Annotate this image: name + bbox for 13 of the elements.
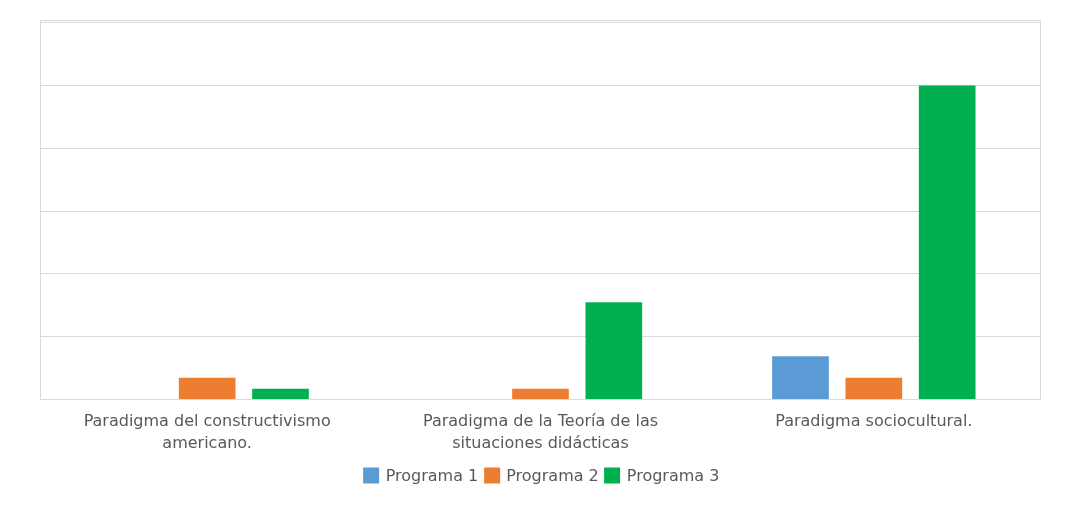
bar (512, 388, 569, 400)
x-tick-label: Paradigma del constructivismo americano. (83, 410, 331, 453)
legend-label: Programa 3 (626, 465, 720, 485)
legend-label: Programa 1 (385, 465, 479, 485)
bar (845, 377, 903, 400)
bar (918, 85, 976, 400)
bar (178, 377, 236, 400)
x-tick-label: Paradigma sociocultural. (775, 410, 973, 430)
bar (252, 388, 309, 400)
legend-label: Programa 2 (506, 465, 599, 485)
x-tick-label: Paradigma de la Teoría de las situaciones didácticas (422, 410, 659, 453)
bar (585, 302, 643, 400)
bar (772, 356, 829, 400)
